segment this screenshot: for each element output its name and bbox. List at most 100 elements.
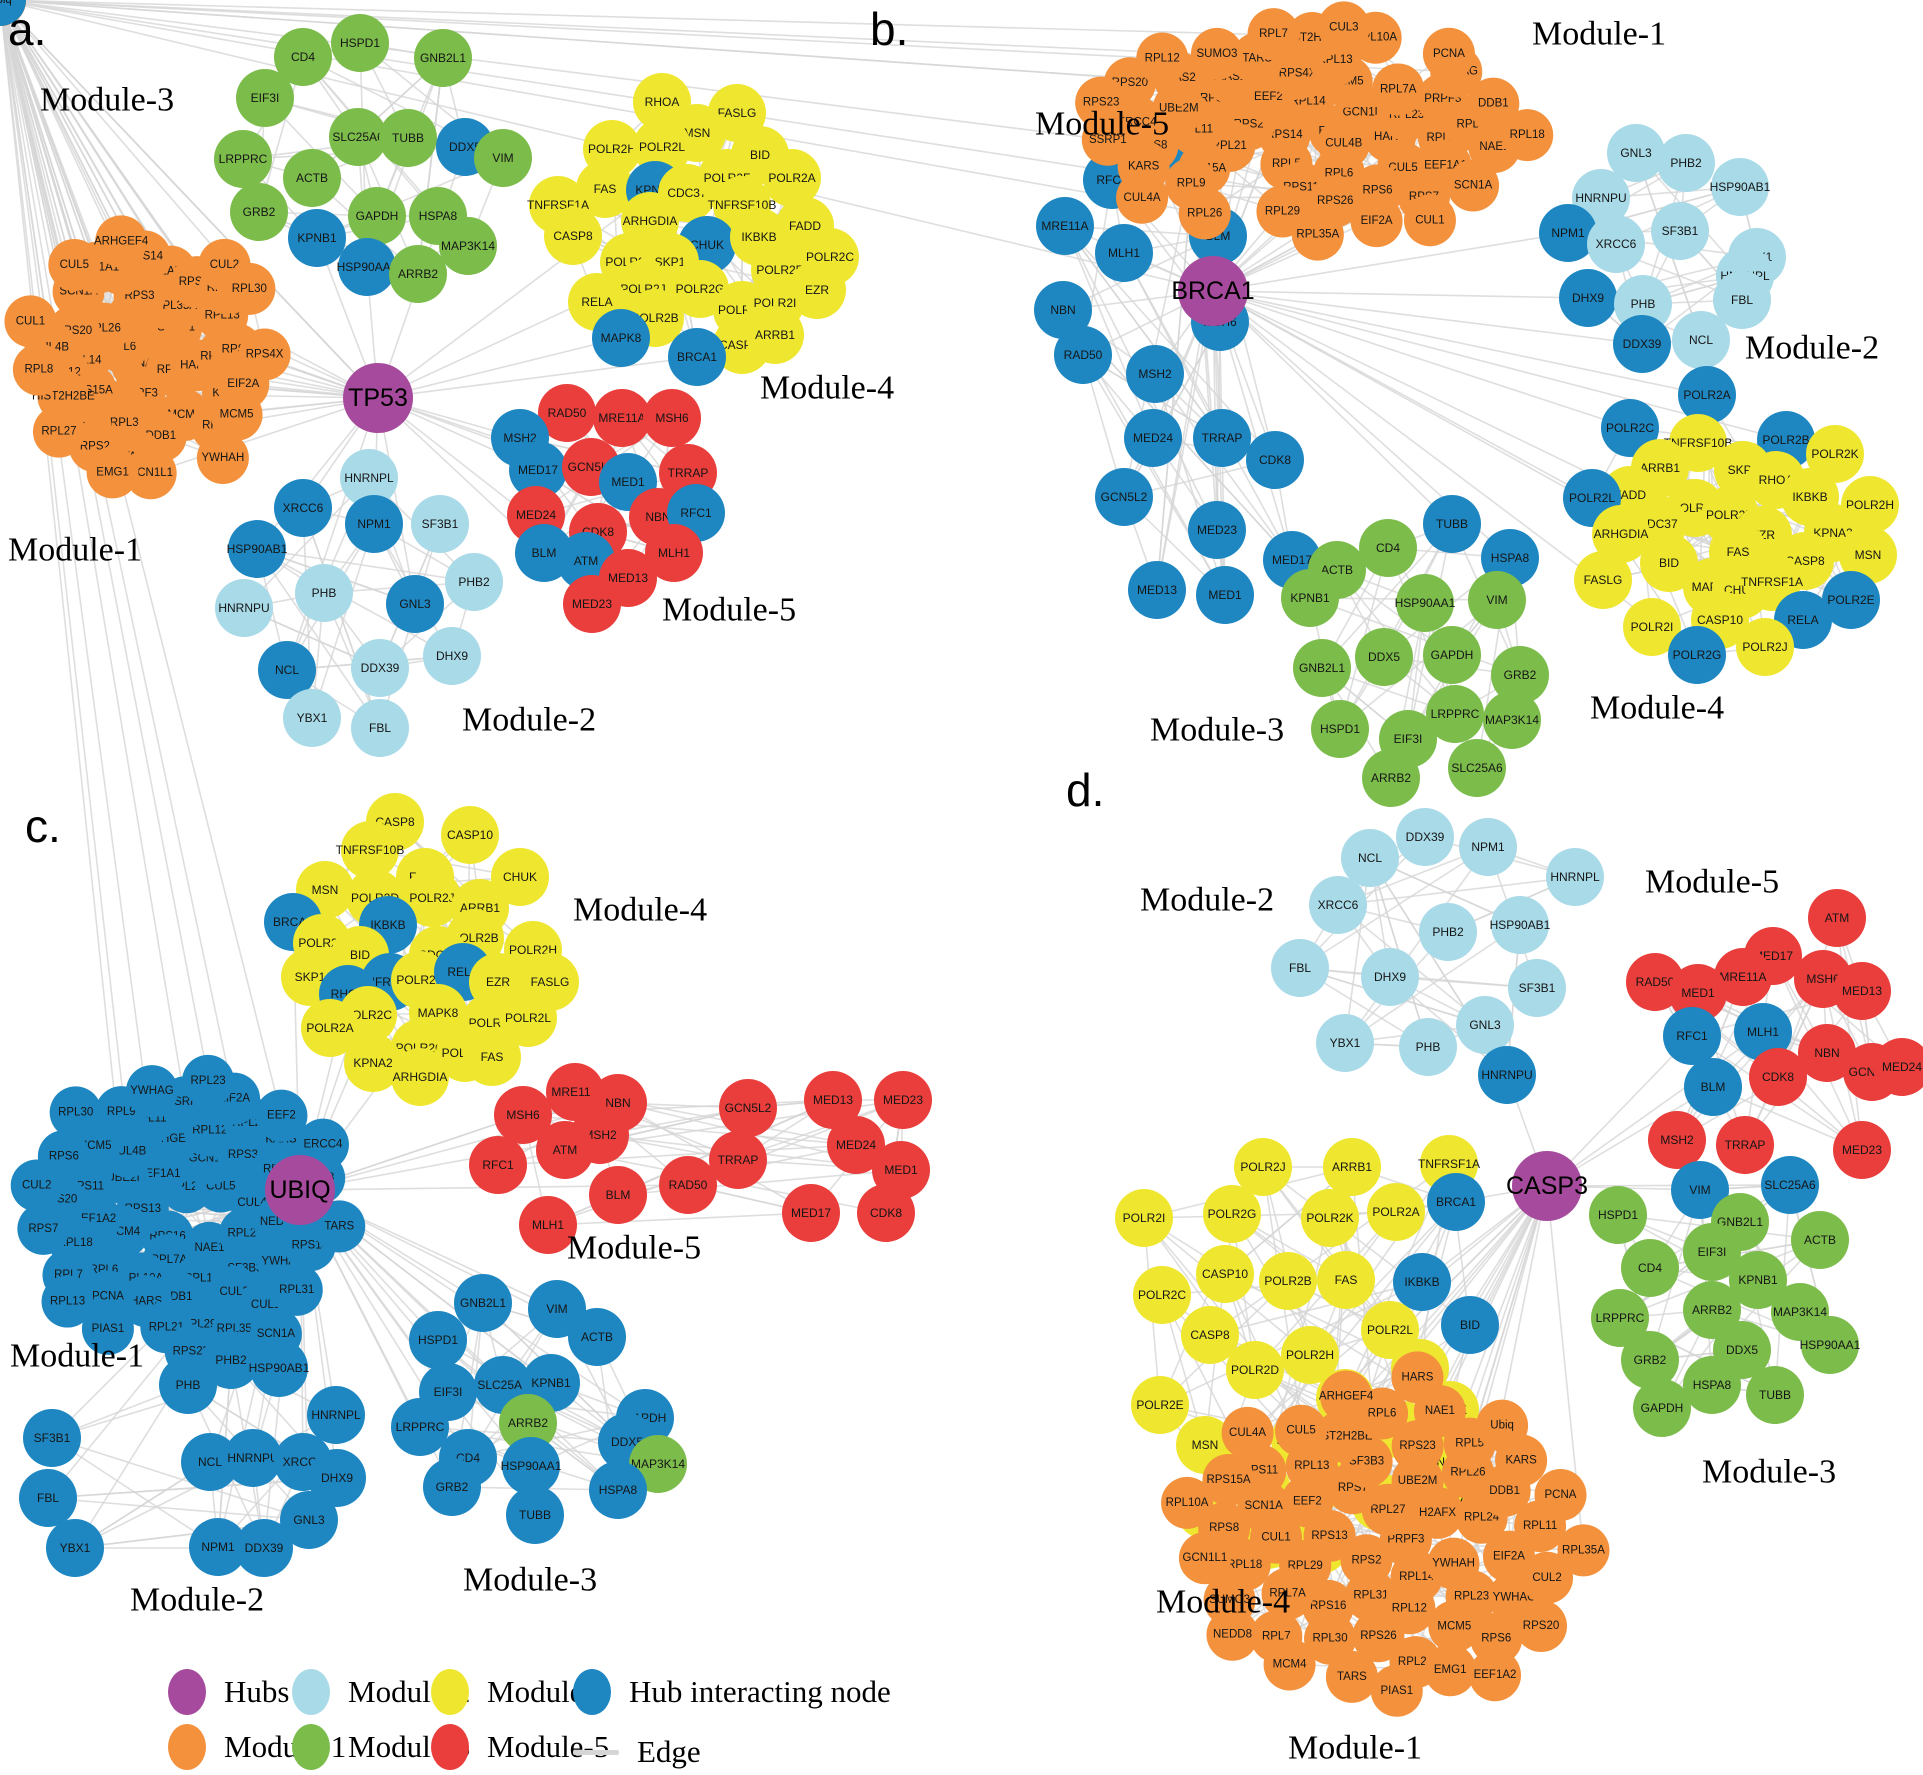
edge-line: [51, 1437, 310, 1521]
svg-text:NPM1: NPM1: [1471, 840, 1505, 854]
svg-text:POLR2I: POLR2I: [754, 296, 797, 310]
svg-text:GNL3: GNL3: [1469, 1018, 1501, 1032]
svg-text:GNB2L1: GNB2L1: [420, 51, 466, 65]
svg-text:POLR2G: POLR2G: [1673, 648, 1722, 662]
svg-text:RPS8: RPS8: [1209, 1522, 1239, 1534]
node-GCN1L1: GCN1L1: [124, 447, 177, 500]
svg-text:EIF2A: EIF2A: [1493, 1551, 1525, 1563]
module-label-d-module-4: Module-4: [1156, 1584, 1290, 1621]
node-PHB: PHB: [1399, 1018, 1457, 1076]
svg-text:MED23: MED23: [1842, 1143, 1882, 1157]
svg-text:ARRB2: ARRB2: [398, 267, 438, 281]
svg-text:BLM: BLM: [1701, 1080, 1726, 1094]
svg-text:CUL5: CUL5: [60, 259, 89, 271]
svg-text:YWHAG: YWHAG: [130, 1085, 174, 1097]
node-ARRB2: ARRB2: [499, 1394, 557, 1452]
node-FAS: FAS: [576, 160, 634, 218]
svg-text:MCM5: MCM5: [1437, 1620, 1471, 1632]
node-HSP90AA1: HSP90AA1: [1395, 574, 1456, 632]
svg-text:POLR2A: POLR2A: [306, 1021, 353, 1035]
node-RPS4X: RPS4X: [238, 328, 291, 381]
node-RPL30: RPL30: [1304, 1612, 1357, 1665]
node-SF3B1: SF3B1: [23, 1409, 81, 1467]
svg-text:RPL35A: RPL35A: [1562, 1544, 1605, 1556]
svg-text:IKBKB: IKBKB: [1792, 490, 1827, 504]
edge-line: [150, 397, 379, 474]
node-TRRAP: TRRAP: [1716, 1116, 1774, 1174]
svg-text:RAD50: RAD50: [669, 1178, 708, 1192]
node-GAPDH: GAPDH: [1423, 626, 1481, 684]
svg-text:PHB2: PHB2: [458, 575, 490, 589]
node-CUL3: CUL3: [1317, 1, 1370, 54]
node-YWHAG: YWHAG: [125, 1065, 178, 1118]
node-SLC25A6: SLC25A6: [329, 108, 387, 166]
svg-text:POLR2C: POLR2C: [1138, 1288, 1186, 1302]
svg-text:NPM1: NPM1: [201, 1540, 235, 1554]
svg-text:RPS15A: RPS15A: [1206, 1474, 1250, 1486]
svg-text:EIF3I: EIF3I: [434, 1385, 463, 1399]
svg-text:RPS4X: RPS4X: [1279, 68, 1317, 80]
node-PHB: PHB: [159, 1356, 217, 1414]
node-POLR2L: POLR2L: [499, 989, 557, 1047]
svg-text:POLR2H: POLR2H: [1286, 1348, 1334, 1362]
svg-text:PHB: PHB: [312, 586, 337, 600]
svg-text:SKP1: SKP1: [655, 255, 686, 269]
svg-text:EEF2: EEF2: [267, 1110, 296, 1122]
labels: a. Module-3 Module-1 Module-4 Module-2 Module…: [8, 3, 1879, 1767]
node-FBL: FBL: [351, 699, 409, 757]
node-Ubiq: Ubiq: [0, 0, 26, 26]
svg-text:PCNA: PCNA: [92, 1291, 124, 1303]
svg-text:MED17: MED17: [1272, 553, 1312, 567]
node-PHB2: PHB2: [1419, 903, 1477, 961]
svg-text:PIAS1: PIAS1: [1380, 1685, 1413, 1697]
svg-text:SF3B1: SF3B1: [34, 1431, 71, 1445]
node-CUL1: CUL1: [4, 295, 57, 348]
node-CDK8: CDK8: [1246, 431, 1304, 489]
node-MED23: MED23: [1188, 501, 1246, 559]
node-LRPPRC: LRPPRC: [214, 130, 272, 188]
node-ACTB: ACTB: [283, 149, 341, 207]
node-GNL3: GNL3: [280, 1491, 338, 1549]
module-label-b-module-1: Module-1: [1532, 16, 1666, 53]
node-MED24: MED24: [827, 1116, 885, 1174]
svg-text:TUBB: TUBB: [519, 1508, 551, 1522]
node-VIM: VIM: [474, 129, 532, 187]
svg-text:FADD: FADD: [789, 219, 821, 233]
svg-text:MRE11A: MRE11A: [598, 411, 645, 425]
edge-line: [256, 548, 381, 729]
svg-text:KPNA2: KPNA2: [353, 1056, 393, 1070]
svg-text:DHX9: DHX9: [1374, 970, 1406, 984]
edge-line: [0, 0, 99, 268]
hub-UBIQ: UBIQ: [265, 1155, 335, 1225]
svg-text:RPL21: RPL21: [149, 1321, 184, 1333]
edge-line: [286, 397, 379, 671]
legend-item-module5: Module-5: [431, 1724, 609, 1770]
svg-text:HSPD1: HSPD1: [340, 36, 380, 50]
module2-swatch-icon: [292, 1669, 330, 1715]
svg-text:MSH6: MSH6: [655, 411, 689, 425]
node-POLR2E: POLR2E: [1822, 571, 1880, 629]
panel-letter-a: a.: [8, 3, 46, 55]
svg-text:NBN: NBN: [605, 1096, 630, 1110]
node-TNFRSF10B: TNFRSF10B: [336, 821, 404, 879]
node-GNL3: GNL3: [1607, 124, 1665, 182]
node-POLR2J: POLR2J: [1234, 1138, 1292, 1196]
svg-text:CUL3: CUL3: [1329, 21, 1358, 33]
module-label-a-module-2: Module-2: [462, 702, 596, 739]
svg-text:TRRAP: TRRAP: [718, 1153, 759, 1167]
node-FBL: FBL: [19, 1469, 77, 1527]
svg-text:CUL3: CUL3: [220, 1286, 249, 1298]
svg-text:DDX39: DDX39: [1406, 830, 1445, 844]
edge-line: [0, 0, 1336, 61]
node-PHB2: PHB2: [202, 1331, 260, 1389]
hub-CASP3: CASP3: [1506, 1151, 1588, 1221]
node-RPL30: RPL30: [223, 262, 276, 315]
node-NPM1: NPM1: [345, 495, 403, 553]
svg-text:KARS: KARS: [1505, 1454, 1537, 1466]
node-ACTB: ACTB: [1791, 1211, 1849, 1269]
svg-text:CUL2: CUL2: [210, 259, 239, 271]
svg-text:KPNB1: KPNB1: [297, 231, 337, 245]
node-POLR2J: POLR2J: [403, 869, 461, 927]
node-RPS7: RPS7: [17, 1202, 70, 1255]
svg-text:ARHGDIA: ARHGDIA: [623, 214, 678, 228]
